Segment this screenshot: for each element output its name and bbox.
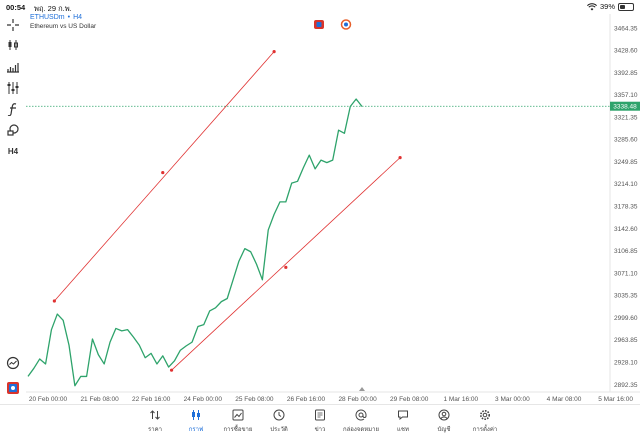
status-bar: 00:54 พฤ. 29 ก.พ. 39% xyxy=(0,0,640,14)
x-tick-label: 20 Feb 00:00 xyxy=(29,396,68,403)
nav-history[interactable]: ประวัติ xyxy=(257,409,301,434)
indicators-icon xyxy=(7,63,19,73)
y-tick-label: 3071.10 xyxy=(614,270,638,277)
wifi-icon xyxy=(587,2,597,10)
trend-line-anchor xyxy=(398,156,402,160)
y-tick-label: 3285.60 xyxy=(614,137,638,144)
y-tick-label: 3357.10 xyxy=(614,92,638,99)
broker-logo-icon xyxy=(7,382,19,394)
y-tick-label: 2928.10 xyxy=(614,360,638,367)
status-time: 00:54 xyxy=(6,3,26,12)
x-tick-label: 24 Feb 00:00 xyxy=(184,396,223,403)
battery-icon xyxy=(618,2,634,11)
timeframe-button[interactable]: H4 xyxy=(7,146,19,156)
price-series-line xyxy=(27,98,363,387)
x-tick-label: 29 Feb 08:00 xyxy=(390,396,429,403)
candles-tool[interactable] xyxy=(4,36,22,54)
trend-line-anchor xyxy=(52,299,56,303)
x-tick-label: 4 Mar 08:00 xyxy=(547,396,582,403)
nav-mailbox[interactable]: กล่องจดหมาย xyxy=(339,409,383,434)
y-tick-label: 2963.85 xyxy=(614,337,638,344)
x-tick-label: 21 Feb 08:00 xyxy=(80,396,119,403)
symbol-header: ETHUSDm • H4 Ethereum vs US Dollar xyxy=(30,14,96,30)
y-tick-label: 3214.10 xyxy=(614,181,638,188)
symbol-timeframe: H4 xyxy=(73,14,83,21)
bottom-nav: ราคา กราฟ การซื้อขาย ประวัติ ข่าว กล่องจ… xyxy=(0,404,640,447)
candles-icon xyxy=(8,40,18,50)
candles-icon xyxy=(192,410,200,420)
shapes-tool[interactable] xyxy=(4,121,22,139)
crosshair-icon xyxy=(7,19,19,31)
left-toolbar: H4 xyxy=(0,14,26,404)
y-tick-label: 3464.35 xyxy=(614,25,638,32)
symbol-separator: • xyxy=(67,14,71,21)
sell-widget-inner xyxy=(316,22,322,27)
chat-icon xyxy=(398,410,408,421)
indicators-tool[interactable] xyxy=(4,58,22,76)
x-tick-label: 5 Mar 16:00 xyxy=(598,396,633,403)
scroll-marker xyxy=(359,387,365,391)
nav-trade[interactable]: การซื้อขาย xyxy=(216,409,260,434)
nav-quotes[interactable]: ราคา xyxy=(133,409,177,434)
y-tick-label: 3249.85 xyxy=(614,159,638,166)
x-tick-label: 1 Mar 16:00 xyxy=(443,396,478,403)
y-tick-label: 3321.35 xyxy=(614,114,638,121)
nav-settings[interactable]: การตั้งค่า xyxy=(463,409,507,434)
nav-chat[interactable]: แชท xyxy=(381,409,425,434)
user-icon xyxy=(438,409,450,421)
status-right: 39% xyxy=(587,2,634,11)
y-tick-label: 3428.60 xyxy=(614,48,638,55)
y-tick-label: 2892.35 xyxy=(614,382,638,389)
symbol-description: Ethereum vs US Dollar xyxy=(30,23,97,30)
price-chart[interactable]: 3464.35 3428.60 3392.85 3357.10 3321.35 3285.… xyxy=(26,14,640,406)
zoom-tool[interactable] xyxy=(4,354,22,372)
trend-line-anchor xyxy=(284,265,288,269)
shapes-icon xyxy=(7,124,19,136)
current-price-tag xyxy=(610,101,640,111)
trend-line xyxy=(171,157,401,371)
buy-widget-inner xyxy=(344,22,348,27)
at-icon xyxy=(355,409,367,421)
broker-logo-button[interactable] xyxy=(4,379,22,397)
trend-line-anchor xyxy=(169,368,174,372)
objects-tool[interactable] xyxy=(4,79,22,97)
x-tick-label: 28 Feb 00:00 xyxy=(338,396,377,403)
x-tick-label: 25 Feb 08:00 xyxy=(235,396,274,403)
x-tick-label: 22 Feb 16:00 xyxy=(132,396,171,403)
y-tick-label: 3178.35 xyxy=(614,204,638,211)
function-tool[interactable] xyxy=(4,100,22,118)
current-price-label: 3338.48 xyxy=(613,104,637,111)
zoom-chart-icon xyxy=(6,356,20,370)
arrows-updown-icon xyxy=(150,410,160,420)
trend-line-anchor xyxy=(161,170,165,175)
y-tick-label: 3392.85 xyxy=(614,70,638,77)
nav-news[interactable]: ข่าว xyxy=(298,409,342,434)
x-tick-label: 3 Mar 00:00 xyxy=(495,396,530,403)
objects-icon xyxy=(7,82,19,94)
function-icon xyxy=(7,103,17,116)
chart-area[interactable]: 3464.35 3428.60 3392.85 3357.10 3321.35 3285.… xyxy=(26,14,640,406)
y-tick-label: 3106.85 xyxy=(614,248,638,255)
battery-fill xyxy=(620,4,626,9)
news-icon xyxy=(315,409,325,421)
y-tick-label: 3142.60 xyxy=(614,226,638,233)
symbol-ticker: ETHUSDm xyxy=(30,14,65,21)
battery-percent: 39% xyxy=(599,2,615,11)
nav-chart[interactable]: กราฟ xyxy=(174,409,218,434)
crosshair-tool[interactable] xyxy=(4,16,22,34)
status-date: พฤ. 29 ก.พ. xyxy=(34,4,72,13)
y-tick-label: 2999.60 xyxy=(614,315,638,322)
y-tick-label: 3035.35 xyxy=(614,293,638,300)
nav-account[interactable]: บัญชี xyxy=(422,409,466,434)
trade-chart-icon xyxy=(232,409,244,421)
trend-line-anchor xyxy=(272,50,276,54)
x-tick-label: 26 Feb 16:00 xyxy=(287,396,326,403)
gear-icon xyxy=(480,410,490,420)
trend-line xyxy=(54,51,275,302)
clock-icon xyxy=(273,409,285,421)
symbol-title[interactable]: ETHUSDm • H4 xyxy=(30,14,96,21)
